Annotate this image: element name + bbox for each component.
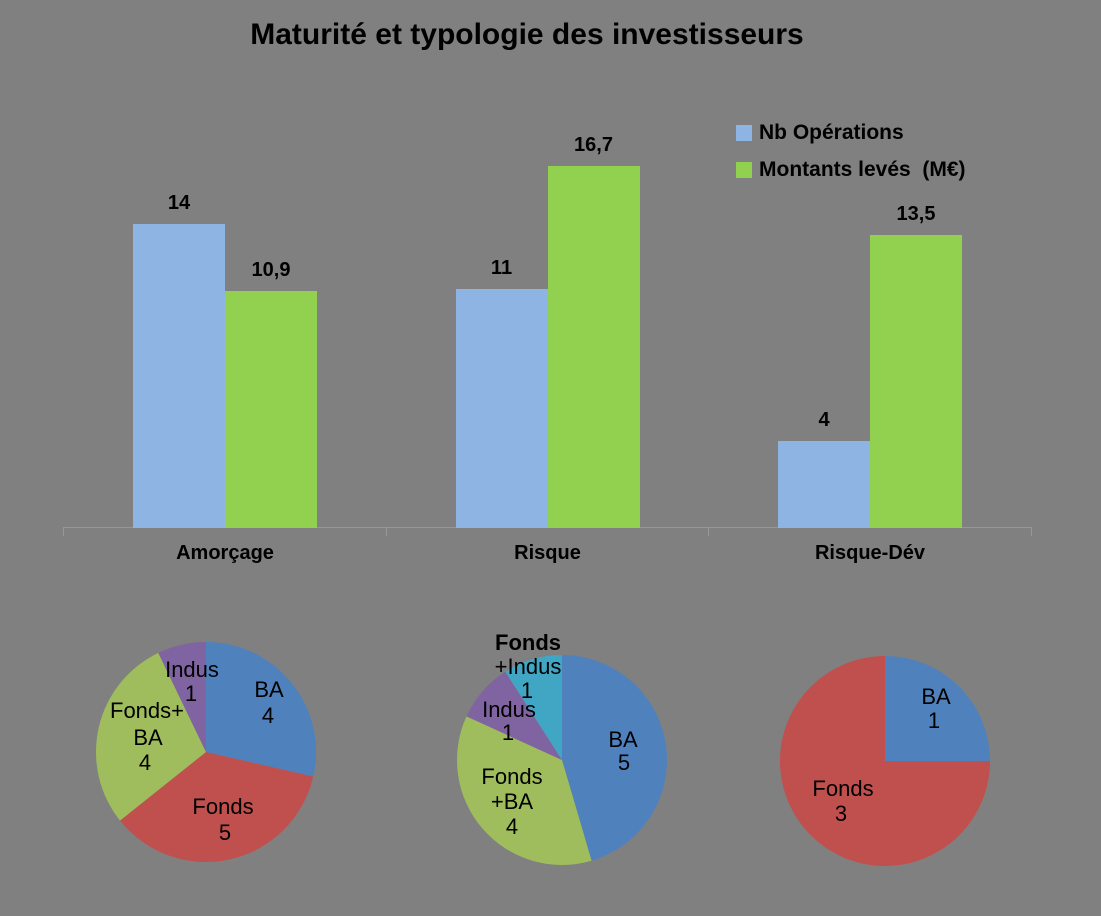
pie-1-label-fonds-ba-line1: Fonds+ (110, 698, 184, 723)
pie-3-slice-ba (885, 656, 990, 761)
pie-1-slice-fonds (120, 752, 314, 862)
bar-montants-leves-m-risque-dev (870, 235, 962, 528)
pie-1-label-fonds-ba-line2: BA (133, 725, 163, 750)
pie-1-slice-fonds-ba (96, 652, 206, 821)
value-label-montants-leves-m-amorcage: 10,9 (251, 259, 291, 281)
pie-chart-2 (456, 655, 668, 866)
x-axis-tick (63, 527, 64, 536)
pie-chart-1 (96, 642, 316, 862)
value-label-nb-operations-amorcage: 14 (167, 192, 191, 214)
bar-nb-operations-risque-dev (778, 441, 870, 528)
pie-2-label-fonds-indus-line3: 1 (520, 678, 534, 703)
legend-swatch-nb-operations-icon (736, 124, 752, 141)
category-label-risque: Risque (514, 542, 581, 564)
chart-title: Maturité et typologie des investisseurs (250, 18, 804, 51)
bar-montants-leves-m-amorcage (225, 291, 317, 528)
legend-item-montants-leves: Montants levés (M€) (736, 157, 966, 181)
pie-2-label-ba-line2: 5 (617, 750, 631, 775)
category-label-risque-dev: Risque-Dév (814, 542, 926, 564)
pie-1-slice-ba (206, 642, 316, 777)
pie-3-slice-fonds (780, 656, 990, 866)
pie-2-slice-indus (466, 671, 562, 760)
bar-montants-leves-m-risque (547, 166, 640, 528)
pie-2-slice-ba (562, 655, 668, 861)
pie-1-label-ba-line2: 4 (261, 703, 275, 728)
pie-2-slice-fonds-ba (456, 716, 592, 866)
pie-1-label-ba-line1: BA (254, 677, 284, 702)
pie-1-label-indus-line2: 1 (184, 681, 198, 706)
value-label-nb-operations-risque: 11 (490, 257, 513, 279)
legend-label-nb-operations: Nb Opérations (759, 120, 904, 144)
pie-2-slice-fonds-indus (505, 655, 562, 760)
bar-nb-operations-risque (455, 289, 548, 528)
category-label-amorcage: Amorçage (176, 542, 274, 564)
pie-1-slice-indus (158, 642, 206, 752)
pie-1-label-fonds-ba-line3: 4 (138, 750, 152, 775)
bar-nb-operations-amorcage (133, 224, 225, 528)
pie-2-label-fonds-ba-line1: Fonds (481, 764, 543, 789)
pie-1-label-fonds-line2: 5 (218, 820, 232, 845)
pie-2-label-indus-line1: Indus (482, 697, 536, 722)
pie-2-label-indus-line2: 1 (501, 720, 515, 745)
pie-2-label-fonds-indus-line1: Fonds (495, 630, 561, 655)
pie-3-label-fonds-line1: Fonds (812, 776, 874, 801)
pie-2-label-fonds-indus-line2: +Indus (494, 654, 562, 679)
pie-2-label-ba-line1: BA (608, 727, 638, 752)
pie-2-label-fonds-ba-line3: 4 (505, 814, 519, 839)
value-label-nb-operations-risque-dev: 4 (818, 409, 830, 431)
pie-3-label-ba-line1: BA (921, 684, 951, 709)
legend-label-montants-leves: Montants levés (M€) (759, 157, 966, 181)
x-axis-tick (708, 527, 709, 536)
pie-3-label-fonds-line2: 3 (834, 801, 848, 826)
legend-swatch-montants-leves-icon (736, 161, 752, 178)
pie-2-label-fonds-ba-line2: +BA (490, 789, 534, 814)
legend: Nb Opérations Montants levés (M€) (736, 120, 966, 196)
value-label-montants-leves-m-risque: 16,7 (574, 134, 613, 156)
pie-1-label-fonds-line1: Fonds (192, 794, 254, 819)
pie-1-label-indus-line1: Indus (165, 657, 219, 682)
value-label-montants-leves-m-risque-dev: 13,5 (896, 203, 936, 225)
legend-item-nb-operations: Nb Opérations (736, 120, 966, 144)
pie-3-label-ba-line2: 1 (927, 708, 941, 733)
x-axis-tick (386, 527, 387, 536)
x-axis-tick (1031, 527, 1032, 536)
pie-chart-3 (780, 656, 990, 866)
